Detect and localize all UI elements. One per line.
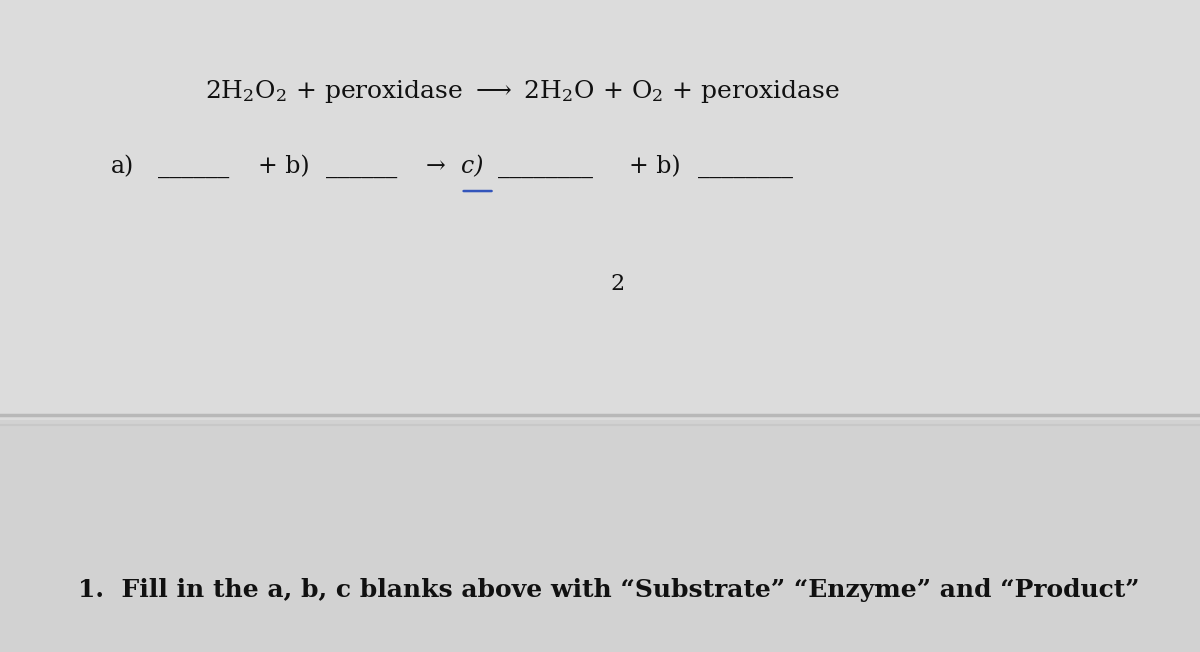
Text: $\mathregular{2H_2O_2}$ + peroxidase $\mathregular{\longrightarrow}$ $\mathregul: $\mathregular{2H_2O_2}$ + peroxidase $\m… <box>205 78 839 105</box>
Text: ______: ______ <box>326 155 397 178</box>
Bar <box>0 0 1200 420</box>
Text: ______: ______ <box>158 155 229 178</box>
Text: 2: 2 <box>611 273 625 295</box>
Text: 1.  Fill in the a, b, c blanks above with “Substrate” “Enzyme” and “Product”: 1. Fill in the a, b, c blanks above with… <box>78 578 1140 602</box>
Text: + b): + b) <box>629 155 680 178</box>
Text: →: → <box>426 155 445 178</box>
Text: c): c) <box>461 155 484 178</box>
Bar <box>0 420 1200 652</box>
Text: a): a) <box>110 155 133 178</box>
Text: + b): + b) <box>258 155 310 178</box>
Text: ________: ________ <box>498 155 593 178</box>
Text: ________: ________ <box>698 155 793 178</box>
